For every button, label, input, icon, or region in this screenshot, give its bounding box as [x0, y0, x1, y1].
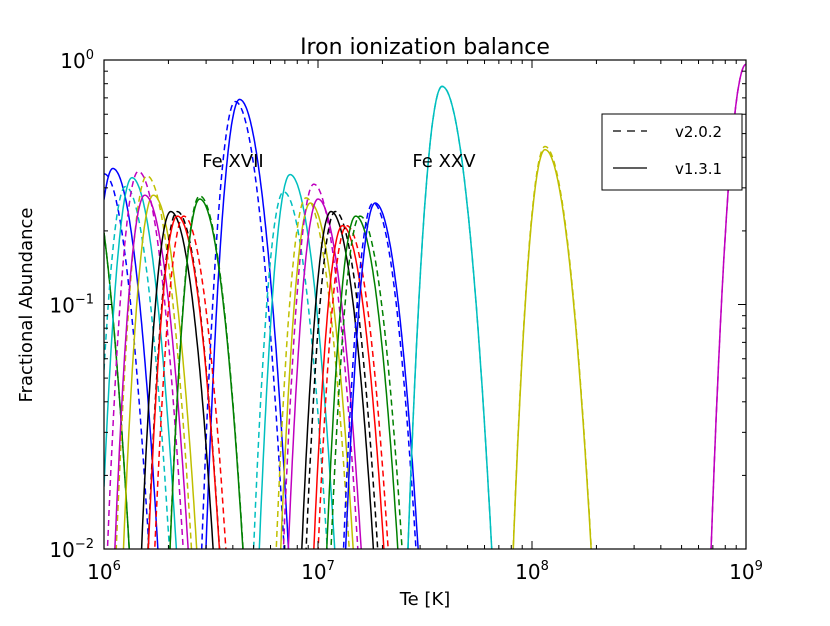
y-tick-label: 100: [60, 48, 94, 73]
series-fe-xix-v202: [252, 191, 328, 549]
series-fe-xvi-v131: [122, 194, 198, 549]
series-fe-xxvii-v202: [710, 63, 746, 549]
series-fe-xxi-v202: [282, 183, 359, 549]
series-fe-xvii-a-v131: [140, 210, 214, 549]
series-fe-xix-v131: [258, 173, 336, 549]
series-fe-xvii-b-v131: [147, 215, 221, 549]
series-fe-xvii-v202: [200, 100, 285, 549]
series-fe-xvi-v202: [115, 175, 193, 549]
series-fe-xvi-b-v202: [106, 170, 184, 549]
series-fe-xxvi-v202: [512, 145, 593, 549]
series-group: [104, 63, 746, 549]
legend-label-v202: v2.0.2: [675, 123, 722, 141]
series-fe-xxiii-v202: [317, 225, 389, 549]
chart-title: Iron ionization balance: [300, 35, 550, 60]
legend: v2.0.2 v1.3.1: [601, 113, 743, 191]
series-fe-xiv-v131: [104, 167, 159, 549]
legend-label-v131: v1.3.1: [675, 160, 722, 178]
tick-group: 106 107 108 109 10−2 10−1 100: [49, 48, 762, 584]
series-fe-xxiv-v202: [342, 202, 417, 549]
series-fe-xx-v202: [275, 197, 350, 549]
legend-box: [601, 113, 743, 191]
series-fe-xxii-v131: [301, 210, 375, 549]
series-fe-xvii-v131: [205, 98, 290, 549]
series-fe-xx-v131: [279, 202, 354, 549]
series-fe-xxiv-v131: [344, 202, 419, 549]
annotation-fe-xxv: Fe XXV: [412, 151, 476, 172]
x-tick-label: 108: [515, 559, 549, 584]
series-fe-xiii-v202: [104, 232, 130, 549]
series-fe-xxv-v202: [407, 85, 493, 549]
y-tick-label: 10−1: [49, 293, 94, 318]
y-axis-label: Fractional Abundance: [16, 208, 37, 403]
series-fe-xv-v202: [104, 185, 171, 549]
x-axis-label: Te [K]: [399, 589, 451, 610]
annotation-fe-xvii: Fe XVII: [202, 151, 263, 172]
x-tick-label: 107: [301, 559, 335, 584]
series-fe-xxiii-v131: [313, 225, 385, 549]
y-tick-label: 10−2: [49, 537, 94, 562]
series-fe-xvii-b-v202: [154, 215, 227, 549]
series-fe-xxii-v202: [305, 210, 379, 549]
series-fe-xviii-v202: [169, 195, 244, 549]
series-fe-xxiii-b-v131: [326, 215, 399, 549]
x-tick-label: 109: [729, 559, 763, 584]
x-tick-label: 106: [87, 559, 121, 584]
